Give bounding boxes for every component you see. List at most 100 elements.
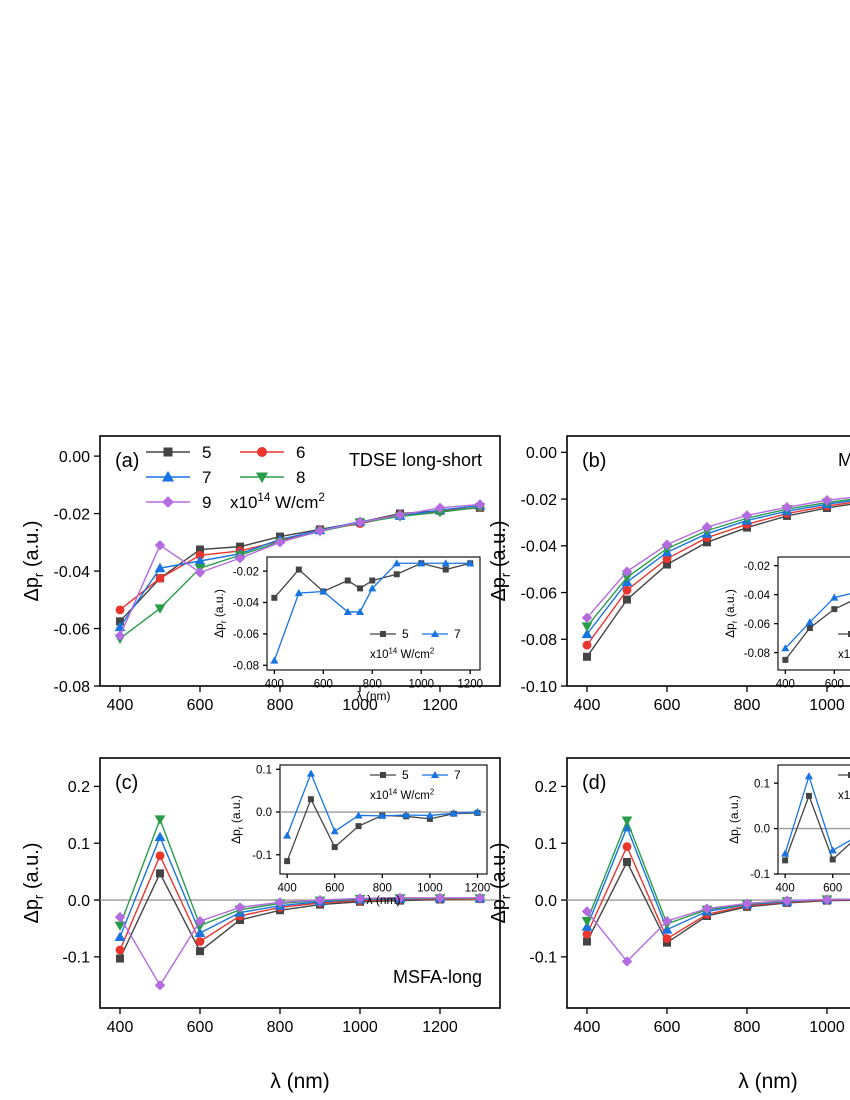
panel-b-data-point-9: [701, 521, 713, 533]
inset-b-legend-marker-5: [848, 631, 850, 637]
panel-b-data-point-9: [621, 566, 633, 577]
panel-b-data-point-5: [623, 595, 631, 604]
panel-c-series-line-9: [119, 897, 480, 987]
inset-c-x-tick-label: 1200: [465, 883, 491, 895]
panel-b-series-line-5: [586, 503, 850, 658]
panel-d-data-point-9: [621, 956, 633, 967]
panel-d-data-point-6: [662, 934, 672, 944]
inset-c-data-point-7: [378, 811, 387, 819]
panel-b-series-line-9: [586, 496, 850, 619]
panel-c-data-point-9: [394, 892, 406, 903]
inset-a-y-tick-label: -0.06: [233, 629, 259, 641]
panel-c-y-tick-label: 0.0: [68, 893, 90, 910]
inset-c-x-tick-label: 800: [373, 883, 392, 895]
panel-a-y-axis-label: Δpr (a.u.): [21, 520, 46, 601]
legend-marker-7: [161, 470, 175, 482]
panel-c-series-line-5: [119, 871, 481, 959]
panel-a-data-point-9: [394, 509, 406, 521]
inset-a-legend-label-5: 5: [402, 627, 409, 641]
inset-a-y-axis-label: Δpr (a.u.): [212, 589, 228, 638]
inset-c-data-point-7: [473, 807, 482, 816]
inset-c-data-point-5: [307, 796, 314, 803]
panel-c-y-tick-label: 0.2: [68, 779, 90, 796]
panel-d-y-tick-label: -0.1: [529, 950, 557, 967]
panel-a-data-point-7: [194, 555, 206, 566]
panel-c-data-point-5: [116, 954, 124, 963]
inset-c-series-group: [283, 769, 482, 865]
legend-label-8: 8: [296, 468, 305, 487]
panel-a-data-point-9: [154, 539, 166, 551]
panel-a-series-group: [114, 499, 486, 644]
panel-c-annotation: MSFA-long: [393, 967, 482, 987]
legend-marker-8: [255, 472, 269, 484]
panel-a-x-tick-label: 800: [267, 697, 294, 714]
inset-c-data-point-5: [284, 858, 291, 865]
inset-a-legend-marker-7: [430, 629, 440, 638]
panel-c-x-tick-label: 600: [187, 1019, 214, 1036]
panel-a-data-point-9: [314, 525, 326, 537]
panel-c-data-point-6: [195, 937, 205, 946]
inset-a-x-tick-label: 600: [314, 679, 333, 691]
panel-c-x-tick-label: 1000: [342, 1019, 378, 1036]
panel-a-y-tick-label: -0.02: [54, 506, 91, 523]
panel-c-data-point-8: [154, 815, 166, 825]
inset-c-legend-label-5: 5: [402, 768, 409, 782]
panel-a-data-point-9: [434, 502, 446, 514]
panel-c-data-point-6: [155, 851, 165, 861]
inset-a-legend-unit: x1014 W/cm2: [370, 646, 434, 661]
panel-d-group: 400 600 800 1000 0.2 0.1 0.0 -0.1: [529, 757, 850, 1036]
panel-b-data-point-6: [662, 554, 672, 564]
inset-a-data-point-7: [417, 559, 426, 567]
inset-a-legend-marker-5: [380, 631, 386, 637]
panel-a-x-tick-label: 600: [187, 697, 214, 714]
panel-d-data-point-5: [623, 857, 631, 866]
inset-d-data-point-7: [781, 849, 790, 857]
inset-b-data-point-5: [831, 606, 838, 613]
panel-b-series-line-7: [586, 500, 850, 635]
inset-b-data-point-7: [781, 644, 790, 652]
panel-b-data-point-9: [581, 612, 593, 623]
inset-c-legend-unit: x1014 W/cm2: [370, 787, 434, 802]
panel-b-data-point-5: [663, 560, 671, 569]
panel-d-data-point-8: [621, 816, 633, 826]
inset-c-y-tick-label: -0.1: [252, 850, 272, 862]
panel-c-y-axis-label: Δpr (a.u.): [21, 842, 46, 923]
panel-c-data-point-5: [196, 947, 204, 956]
panel-b-data-point-9: [781, 502, 793, 513]
inset-b-y-tick-label: -0.06: [744, 619, 770, 631]
inset-d-data-point-5: [829, 856, 836, 863]
panel-b-data-point-6: [582, 640, 592, 650]
inset-a-x-tick-label: 800: [363, 679, 382, 691]
panel-a-data-point-8: [154, 604, 166, 614]
panel-a-y-tick-label: -0.06: [54, 621, 91, 638]
inset-a-background: [267, 557, 480, 670]
panel-a-frame: [99, 435, 501, 687]
panel-a-y-tick-label: -0.04: [54, 564, 91, 581]
inset-a-x-tick-label: 400: [265, 679, 284, 691]
panel-a-data-point-9: [274, 537, 286, 548]
legend-marker-9: [162, 496, 174, 508]
inset-a-data-point-5: [295, 566, 302, 573]
inset-a-data-point-7: [319, 587, 328, 595]
panel-a-x-tick-label: 1200: [422, 697, 458, 714]
panel-c-data-point-8: [114, 921, 126, 932]
inset-b-frame: [777, 556, 850, 671]
panel-b-data-point-9: [741, 510, 753, 521]
inset-a-y-tick-label: -0.02: [233, 566, 259, 578]
panel-a-data-point-9: [354, 517, 366, 528]
x-axis-label-d: λ (nm): [738, 1070, 798, 1093]
panel-d-data-point-5: [583, 937, 591, 946]
inset-b-group: 400 600 -0.02 -0.04 -0.06 -0.08: [744, 556, 850, 691]
inset-c-legend-marker-7: [430, 770, 440, 779]
panel-b-annotation: M: [838, 450, 850, 470]
panel-b-data-point-8: [581, 622, 593, 632]
legend-marker-6: [257, 447, 267, 457]
panel-a-series-line-9: [119, 503, 481, 636]
inset-c-x-tick-label: 1000: [417, 883, 443, 895]
panel-a-data-point-6: [115, 605, 125, 615]
inset-c-x-tick-label: 400: [278, 883, 297, 895]
inset-d-legend-marker-5: [848, 772, 850, 778]
panel-c-series-group: [114, 815, 486, 991]
panel-d-y-tick-label: 0.2: [535, 779, 557, 796]
panel-c-y-tick-label: -0.1: [62, 950, 90, 967]
